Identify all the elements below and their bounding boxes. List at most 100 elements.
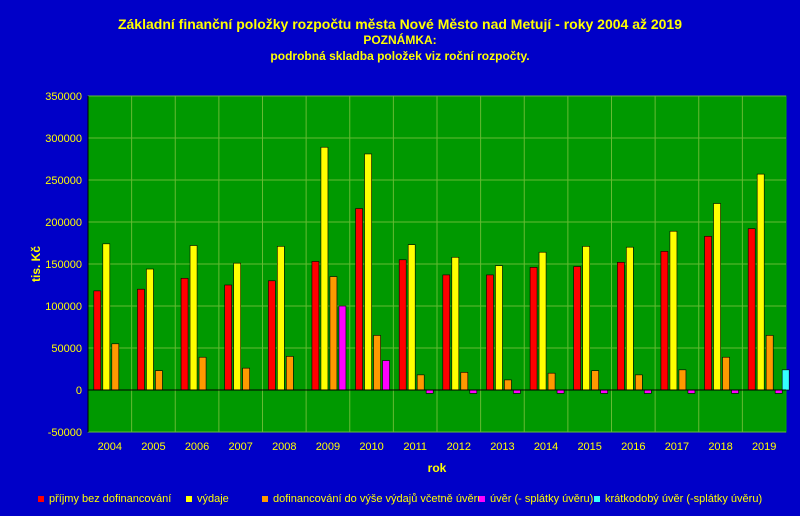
- legend-swatch: [479, 496, 485, 503]
- legend-label: příjmy bez dofinancování: [49, 493, 172, 505]
- chart-subtitle: POZNÁMKA:: [363, 33, 437, 47]
- y-tick-label: 350000: [45, 91, 82, 103]
- x-tick-label: 2015: [577, 441, 601, 453]
- x-tick-label: 2013: [490, 441, 514, 453]
- bar: [626, 246, 634, 391]
- bar: [765, 335, 774, 391]
- x-axis-title: rok: [428, 461, 447, 475]
- bar: [722, 356, 730, 391]
- bar: [573, 266, 581, 391]
- bar: [600, 389, 608, 394]
- chart-title: Základní finanční položky rozpočtu města…: [117, 16, 683, 32]
- bar: [591, 370, 599, 391]
- bar: [382, 360, 390, 391]
- bar: [747, 228, 756, 391]
- bar: [704, 235, 712, 391]
- bar: [155, 370, 163, 391]
- bar: [713, 203, 721, 391]
- x-tick-label: 2019: [752, 441, 776, 453]
- y-tick-label: 50000: [51, 343, 82, 355]
- bar: [364, 153, 372, 391]
- legend-item: dofinancování do výše výdajů včetně úvěr…: [262, 493, 483, 505]
- legend-label: dofinancování do výše výdajů včetně úvěr…: [273, 493, 484, 505]
- bar: [486, 274, 494, 391]
- y-tick-label: 150000: [45, 259, 82, 271]
- bar: [146, 268, 154, 391]
- bar: [460, 372, 469, 391]
- bar: [644, 389, 652, 394]
- bar: [582, 246, 590, 391]
- legend-swatch: [186, 496, 192, 503]
- legend-item: úvěr (- splátky úvěru): [479, 493, 593, 505]
- bar: [469, 389, 478, 394]
- y-tick-label: 300000: [45, 133, 82, 145]
- bar: [233, 262, 241, 391]
- bar: [687, 389, 696, 394]
- bar: [93, 290, 102, 391]
- x-tick-label: 2016: [621, 441, 645, 453]
- bar: [781, 369, 790, 391]
- y-tick-label: 0: [76, 385, 82, 397]
- x-tick-label: 2005: [141, 441, 165, 453]
- legend-item: krátkodobý úvěr (-splátky úvěru): [594, 493, 762, 505]
- bar: [189, 245, 198, 391]
- bar: [731, 389, 739, 394]
- bar: [556, 389, 565, 394]
- bar: [277, 246, 285, 391]
- bar: [198, 356, 207, 391]
- legend-item: příjmy bez dofinancování: [38, 493, 171, 505]
- x-tick-label: 2014: [534, 441, 558, 453]
- bar: [660, 251, 669, 391]
- bar: [407, 244, 416, 391]
- bar: [669, 230, 678, 391]
- legend-swatch: [594, 496, 600, 503]
- x-tick-label: 2009: [316, 441, 340, 453]
- y-tick-label: 100000: [45, 301, 82, 313]
- bar: [102, 243, 111, 391]
- legend-label: úvěr (- splátky úvěru): [490, 493, 594, 505]
- bar: [635, 374, 643, 391]
- bar: [504, 379, 512, 391]
- bar: [329, 276, 338, 391]
- bar: [617, 262, 625, 391]
- bar: [529, 267, 538, 391]
- bar: [538, 251, 547, 391]
- x-tick-label: 2012: [447, 441, 471, 453]
- bar: [547, 372, 556, 391]
- bar: [286, 356, 294, 391]
- legend-swatch: [38, 496, 44, 503]
- bar: [111, 343, 120, 391]
- bar: [398, 259, 407, 391]
- legend-label: krátkodobý úvěr (-splátky úvěru): [605, 493, 763, 505]
- bar: [338, 305, 347, 391]
- x-tick-label: 2010: [359, 441, 383, 453]
- legend-label: výdaje: [197, 493, 229, 505]
- bar: [425, 389, 434, 394]
- y-tick-label: 250000: [45, 175, 82, 187]
- y-tick-label: -50000: [48, 427, 82, 439]
- legend-item: výdaje: [186, 493, 229, 505]
- y-tick-label: 200000: [45, 217, 82, 229]
- bar: [224, 284, 232, 391]
- y-axis-title: tis. Kč: [29, 246, 43, 282]
- bar: [180, 277, 189, 391]
- bar: [416, 374, 425, 391]
- x-tick-label: 2004: [98, 441, 122, 453]
- bar: [311, 261, 320, 391]
- bar: [268, 280, 276, 391]
- x-tick-label: 2008: [272, 441, 296, 453]
- bar: [774, 389, 783, 394]
- bar: [137, 288, 145, 391]
- bar: [495, 265, 503, 391]
- x-tick-label: 2018: [708, 441, 732, 453]
- bar: [451, 256, 460, 391]
- x-tick-label: 2017: [665, 441, 689, 453]
- bar: [756, 173, 765, 391]
- x-tick-label: 2011: [403, 441, 427, 453]
- bar: [242, 367, 250, 391]
- bar: [678, 369, 687, 391]
- bar: [442, 274, 451, 391]
- bar: [373, 335, 381, 391]
- bar: [355, 208, 363, 391]
- legend-swatch: [262, 496, 268, 503]
